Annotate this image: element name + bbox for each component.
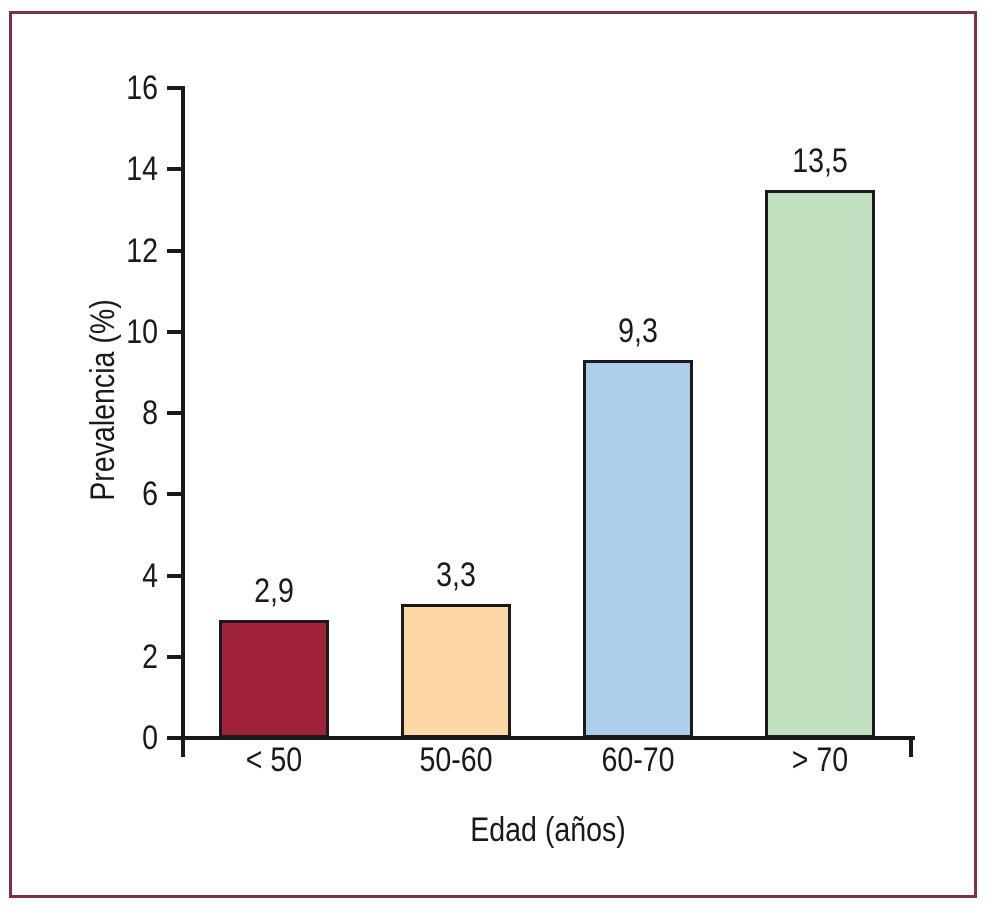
x-axis-category-label: 50-60 <box>419 741 493 779</box>
y-axis-tick <box>167 492 183 497</box>
y-axis-tick <box>167 329 183 334</box>
x-axis-line <box>181 736 915 740</box>
y-axis-tick <box>167 167 183 172</box>
y-axis-tick-label: 4 <box>142 556 158 595</box>
y-axis-tick-label: 12 <box>126 231 158 270</box>
bar-value-label: 13,5 <box>792 142 848 180</box>
y-axis-tick <box>167 654 183 659</box>
x-axis-end-tick <box>909 736 913 757</box>
y-axis-tick-label: 6 <box>142 475 158 514</box>
bar-50-60 <box>401 604 511 738</box>
y-axis-tick <box>167 248 183 253</box>
y-axis-tick <box>167 411 183 415</box>
y-axis-tick-label: 16 <box>126 69 158 107</box>
y-axis-tick <box>167 86 183 90</box>
bar-value-label: 2,9 <box>254 572 294 610</box>
x-axis-category-label: < 50 <box>245 741 303 779</box>
y-axis-tick <box>167 736 183 740</box>
bar-value-label: 9,3 <box>618 312 658 350</box>
bar->70 <box>765 190 875 738</box>
y-axis-tick-label: 0 <box>142 719 158 757</box>
y-axis-tick-label: 14 <box>126 150 158 189</box>
x-axis-category-label: 60-70 <box>601 741 675 779</box>
bar-value-label: 3,3 <box>436 556 476 594</box>
plot-area: 0 2 4 6 8 10 12 14 16 2,9 < 50 3,3 50-60 9,3 60-70 13,5… <box>126 71 915 777</box>
y-axis-line <box>181 86 185 757</box>
x-axis-category-label: > 70 <box>791 741 849 779</box>
x-axis-title: Edad (años) <box>470 811 626 849</box>
y-axis-tick <box>167 573 183 578</box>
y-axis-tick-label: 8 <box>142 394 158 432</box>
bar-<50 <box>219 620 329 738</box>
y-axis-tick-label: 2 <box>142 637 158 676</box>
bar-60-70 <box>583 360 693 738</box>
y-axis-tick-label: 10 <box>126 312 158 351</box>
